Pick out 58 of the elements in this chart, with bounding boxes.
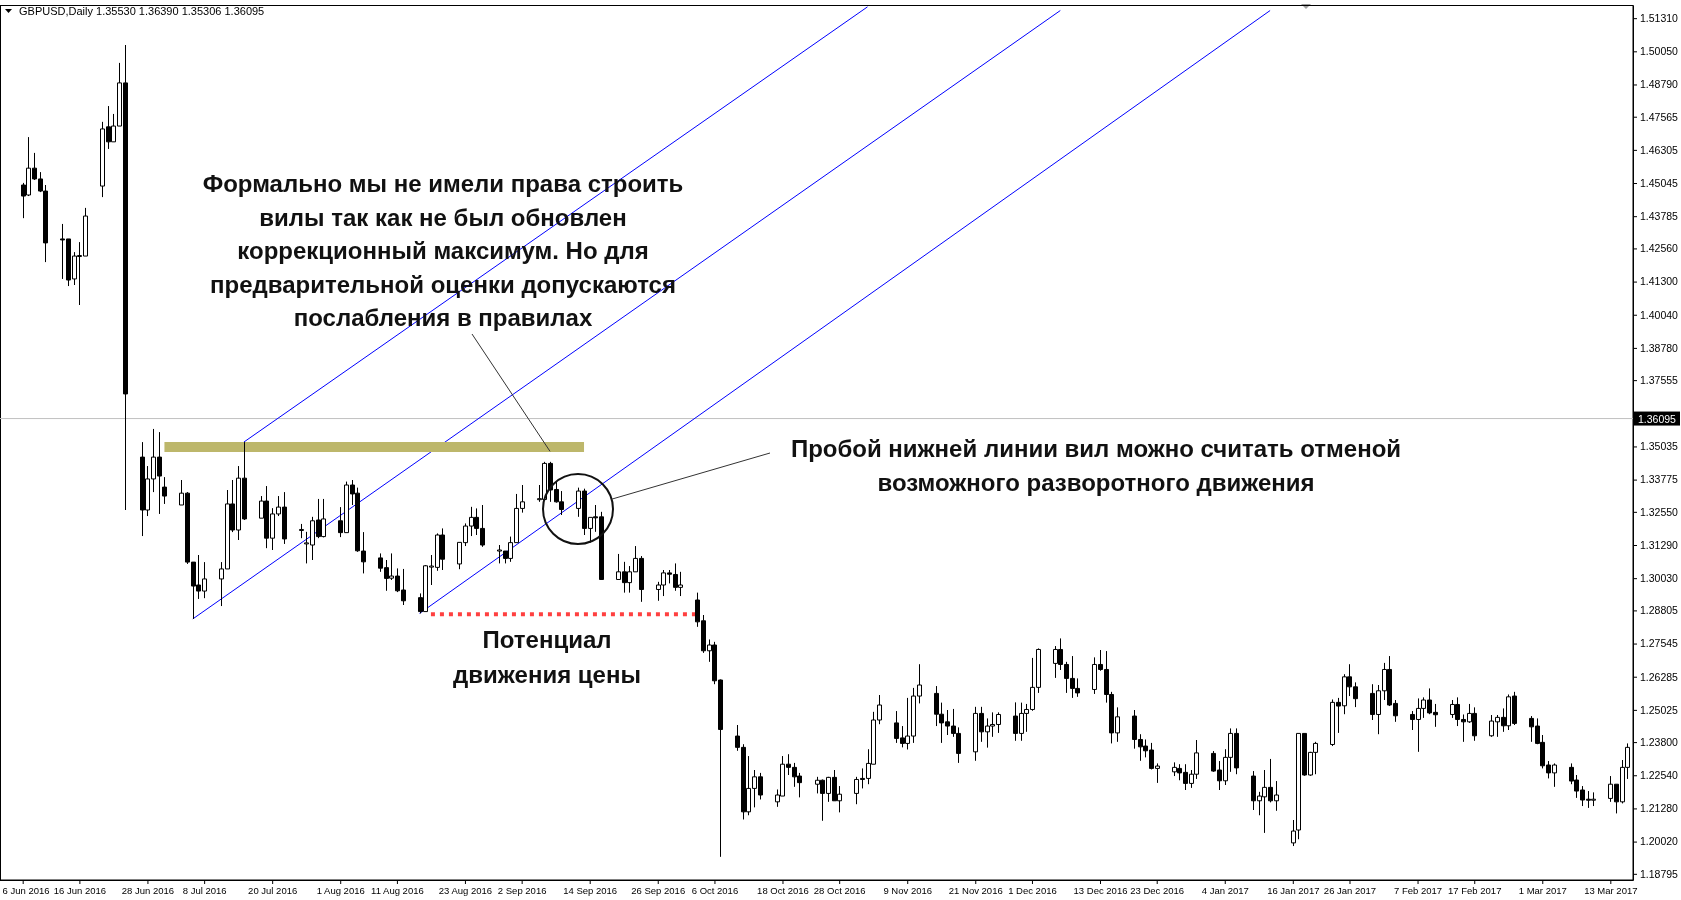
y-tick-label: 1.48790 (1640, 78, 1679, 91)
y-tick-label: 1.38780 (1640, 341, 1679, 354)
y-tick-label: 1.41300 (1640, 275, 1679, 288)
y-tick-label: 1.28805 (1640, 604, 1679, 617)
x-tick-label: 28 Jun 2016 (121, 884, 175, 896)
y-tick-label: 1.40040 (1640, 308, 1679, 321)
x-tick-label: 23 Dec 2016 (1130, 884, 1185, 896)
y-tick-label: 1.23800 (1640, 735, 1679, 748)
y-tick-label: 1.37555 (1640, 373, 1679, 386)
x-tick-label: 14 Sep 2016 (563, 884, 618, 896)
y-tick-label: 1.20020 (1640, 835, 1679, 848)
x-tick-label: 16 Jun 2016 (53, 884, 107, 896)
y-tick-label: 1.26285 (1640, 670, 1679, 683)
y-tick-label: 1.42560 (1640, 242, 1679, 255)
x-tick-label: 4 Jan 2017 (1201, 884, 1249, 896)
x-tick-label: 6 Oct 2016 (691, 884, 739, 896)
ref-line-label: 1.36095 (1638, 412, 1677, 425)
x-tick-label: 2 Sep 2016 (497, 884, 547, 896)
x-tick-label: 7 Feb 2017 (1394, 884, 1443, 896)
x-tick-label: 26 Jan 2017 (1323, 884, 1377, 896)
y-tick-label: 1.45045 (1640, 176, 1679, 189)
y-tick-label: 1.47565 (1640, 110, 1679, 123)
y-tick-label: 1.32550 (1640, 505, 1679, 518)
annotation: Пробой нижней линии вил можно считать отменой возможного разворотного движения (790, 435, 1402, 496)
x-tick-label: 17 Feb 2017 (1448, 884, 1502, 896)
x-tick-label: 9 Nov 2016 (883, 884, 933, 896)
y-tick-label: 1.35035 (1640, 440, 1679, 453)
x-tick-label: 20 Jul 2016 (248, 884, 298, 896)
y-tick-label: 1.22540 (1640, 769, 1679, 782)
y-tick-label: 1.33775 (1640, 473, 1679, 486)
y-tick-label: 1.30030 (1640, 572, 1679, 585)
x-tick-label: 1 Mar 2017 (1518, 884, 1567, 896)
y-tick-label: 1.31290 (1640, 538, 1679, 551)
x-tick-label: 13 Dec 2016 (1073, 884, 1128, 896)
x-tick-label: 8 Jul 2016 (182, 884, 227, 896)
x-tick-label: 18 Oct 2016 (757, 884, 809, 896)
chart-title: GBPUSD,Daily 1.35530 1.36390 1.35306 1.36095 (19, 5, 265, 17)
y-tick-label: 1.50050 (1640, 45, 1679, 58)
x-tick-label: 6 Jun 2016 (2, 884, 50, 896)
y-tick-label: 1.25025 (1640, 703, 1679, 716)
y-tick-label: 1.51310 (1640, 12, 1679, 25)
y-tick-label: 1.18795 (1640, 867, 1679, 880)
x-tick-label: 16 Jan 2017 (1267, 884, 1320, 896)
x-tick-label: 11 Aug 2016 (371, 884, 424, 896)
y-tick-label: 1.43785 (1640, 210, 1679, 223)
candlestick (162, 476, 167, 505)
annotation: Потенциал движения цены (453, 626, 641, 688)
x-tick-label: 28 Oct 2016 (813, 884, 866, 896)
x-tick-label: 1 Dec 2016 (1008, 884, 1057, 896)
y-tick-label: 1.27545 (1640, 637, 1679, 650)
y-tick-label: 1.21280 (1640, 802, 1679, 815)
x-tick-label: 1 Aug 2016 (316, 884, 365, 896)
candlestick (299, 523, 304, 539)
y-tick-label: 1.46305 (1640, 143, 1679, 156)
x-tick-label: 23 Aug 2016 (438, 884, 493, 896)
x-tick-label: 26 Sep 2016 (631, 884, 686, 896)
x-tick-label: 13 Mar 2017 (1584, 884, 1638, 896)
x-tick-label: 21 Nov 2016 (948, 884, 1003, 896)
